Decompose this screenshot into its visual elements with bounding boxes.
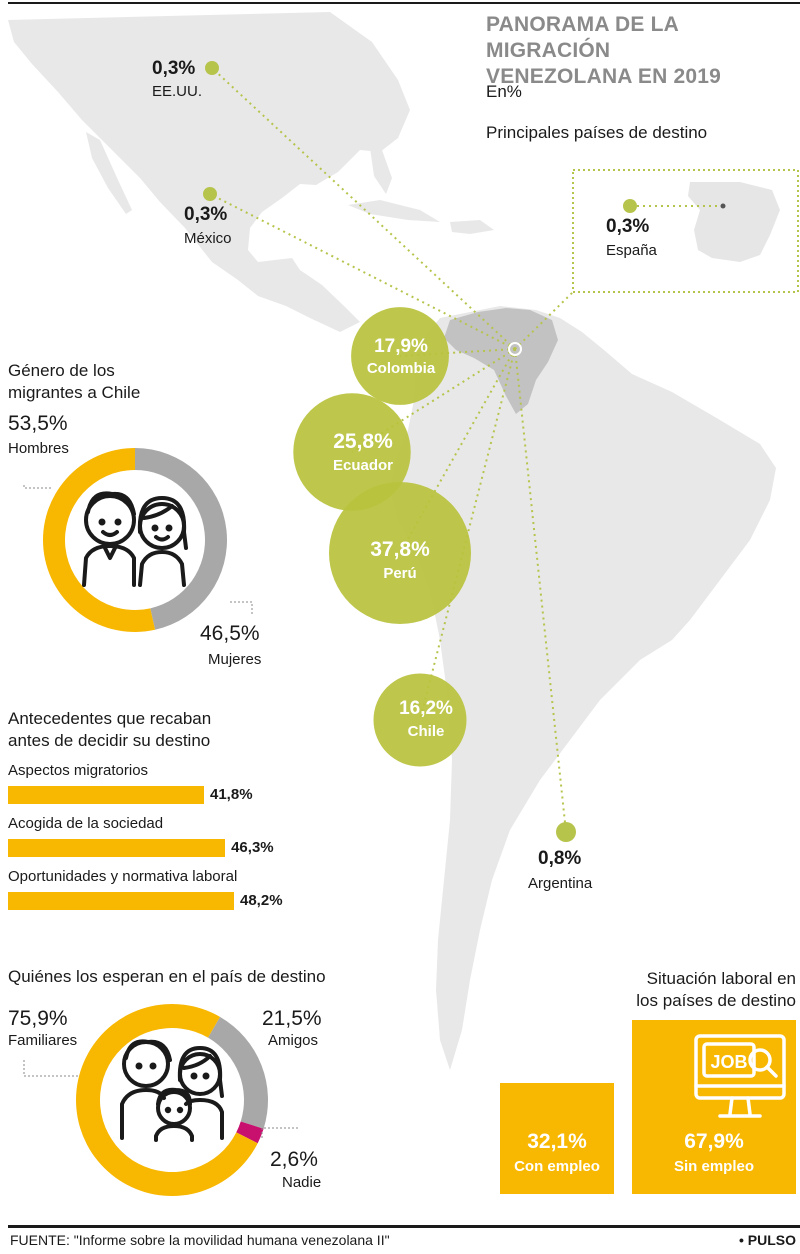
labor-label-0: Con empleo <box>514 1158 600 1175</box>
page-title-line2: VENEZOLANA EN 2019 <box>486 65 722 88</box>
antecedentes-title-line1: Antecedentes que recaban <box>8 709 212 728</box>
dot-spain-capital <box>720 203 726 209</box>
baja-california <box>86 132 132 214</box>
family-label: Familiares <box>8 1032 78 1049</box>
men-value: 53,5% <box>8 412 68 435</box>
friends-value: 21,5% <box>262 1007 322 1030</box>
nobody-leader-line <box>261 1127 300 1138</box>
gender-title: Género de los migrantes a Chile <box>8 360 140 404</box>
ecuador-label: Ecuador <box>332 457 393 474</box>
peru-label: Perú <box>383 565 417 582</box>
venezuela-shape <box>444 308 558 414</box>
waiting-donut <box>76 1004 268 1196</box>
dot-espana <box>623 199 637 213</box>
antecedentes-title-line2: antes de decidir su destino <box>8 731 211 750</box>
eeuu-label: EE.UU. <box>152 83 203 100</box>
footer-rule <box>8 1225 800 1228</box>
bar-value-2: 48,2% <box>240 892 283 909</box>
destination-bubbles <box>293 307 471 767</box>
dot-mexico <box>203 187 217 201</box>
bubble-chile <box>373 673 467 767</box>
women-leader-line <box>230 601 253 615</box>
gender-slice-1 <box>43 448 156 632</box>
waiting-slice-1 <box>236 1121 264 1144</box>
footer-brand: • PULSO <box>738 1232 796 1248</box>
nobody-value: 2,6% <box>270 1148 318 1171</box>
bar-value-0: 41,8% <box>210 786 253 803</box>
chile-value: 16,2% <box>399 698 453 719</box>
page-title-line1: PANORAMA DE LA MIGRACIÓN <box>486 13 679 62</box>
women-value: 46,5% <box>200 622 260 645</box>
bar-label-0: Aspectos migratorios <box>8 762 149 779</box>
spain-inset-frame <box>572 169 799 293</box>
argentina-label: Argentina <box>528 875 593 892</box>
labor-bar-0 <box>500 1082 614 1194</box>
men-label: Hombres <box>8 440 69 457</box>
hispaniola <box>450 220 494 234</box>
south-america-landmass <box>390 306 776 1070</box>
page-title: PANORAMA DE LA MIGRACIÓN VENEZOLANA EN 2… <box>486 12 796 90</box>
job-icon-text: JOB <box>710 1052 747 1072</box>
family-value: 75,9% <box>8 1007 68 1030</box>
peru-value: 37,8% <box>370 538 430 561</box>
spain-inset-land <box>688 182 780 262</box>
labor-bar-chart: 32,1% Con empleo 67,9% Sin empleo <box>500 1020 796 1194</box>
argentina-value: 0,8% <box>538 848 582 869</box>
mexico-label: México <box>184 230 232 247</box>
espana-label: España <box>606 242 657 259</box>
bar-0 <box>8 786 204 804</box>
antecedentes-bar-chart: Aspectos migratorios 41,8% Acogida de la s… <box>0 760 320 920</box>
men-leader-line <box>23 485 52 489</box>
gender-title-line2: migrantes a Chile <box>8 383 141 402</box>
family-icon <box>120 1039 224 1142</box>
cuba <box>348 200 440 222</box>
bar-1 <box>8 839 226 857</box>
colombia-value: 17,9% <box>374 336 428 357</box>
bar-value-1: 46,3% <box>231 839 274 856</box>
top-rule <box>8 2 800 4</box>
labor-label-1: Sin empleo <box>673 1158 755 1175</box>
dot-argentina <box>556 822 576 842</box>
labor-bar-1 <box>632 1020 796 1194</box>
couple-icon <box>82 491 188 587</box>
espana-value: 0,3% <box>606 216 650 237</box>
north-america-landmass <box>8 12 410 332</box>
venezuela-origin-marker <box>508 342 522 356</box>
gender-donut <box>43 448 228 632</box>
bar-label-2: Oportunidades y normativa laboral <box>8 868 238 885</box>
chile-label: Chile <box>407 723 445 740</box>
bubble-colombia <box>351 307 449 405</box>
waiting-title: Quiénes los esperan en el país de destin… <box>8 967 326 986</box>
gender-slice-0 <box>135 448 228 630</box>
job-monitor-icon: JOB <box>694 1034 786 1118</box>
labor-value-0: 32,1% <box>527 1130 587 1153</box>
bubble-per <box>329 482 471 624</box>
ecuador-value: 25,8% <box>333 430 393 453</box>
women-label: Mujeres <box>208 651 262 668</box>
bubble-ecuador <box>293 393 411 511</box>
map-subtitle: Principales países de destino <box>486 123 708 142</box>
dot-eeuu <box>205 61 219 75</box>
colombia-label: Colombia <box>366 360 436 377</box>
units-label: En% <box>486 82 522 101</box>
family-leader-line <box>23 1060 78 1077</box>
labor-value-1: 67,9% <box>684 1130 744 1153</box>
bar-2 <box>8 892 234 910</box>
labor-title: Situación laboral en los países de desti… <box>606 968 796 1012</box>
waiting-slice-0 <box>208 1016 268 1129</box>
labor-title-line2: los países de destino <box>636 991 796 1010</box>
waiting-donut-chart <box>23 1004 300 1196</box>
nobody-label: Nadie <box>282 1174 322 1191</box>
bar-label-1: Acogida de la sociedad <box>8 815 164 832</box>
friends-label: Amigos <box>268 1032 319 1049</box>
florida <box>370 148 392 194</box>
gender-title-line1: Género de los <box>8 361 115 380</box>
footer-source: FUENTE: "Informe sobre la movilidad huma… <box>10 1232 390 1248</box>
labor-title-line1: Situación laboral en <box>646 969 796 988</box>
gender-donut-chart <box>23 448 253 632</box>
antecedentes-title: Antecedentes que recaban antes de decidi… <box>8 708 211 752</box>
mexico-value: 0,3% <box>184 204 228 225</box>
eeuu-value: 0,3% <box>152 58 196 79</box>
